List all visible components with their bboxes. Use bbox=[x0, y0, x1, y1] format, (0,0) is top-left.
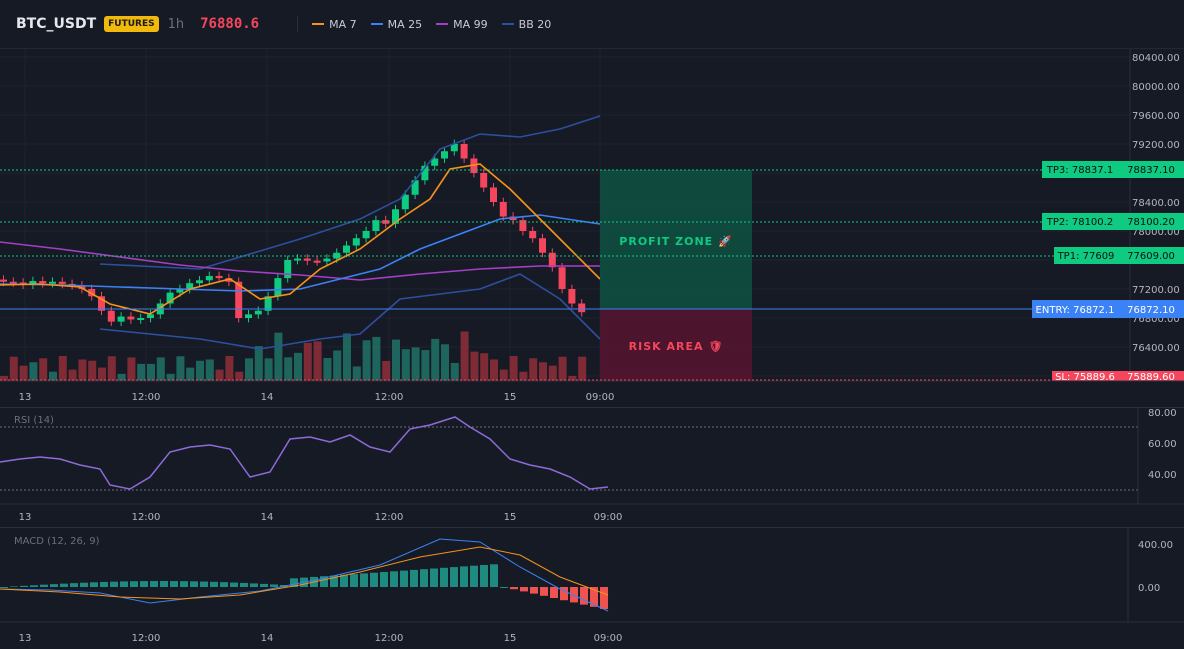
macd-axis-400: 400.00 bbox=[1138, 540, 1173, 551]
svg-text:76872.10: 76872.10 bbox=[1127, 305, 1175, 316]
svg-text:TP3: 78837.1: TP3: 78837.1 bbox=[1046, 165, 1113, 176]
time-axis-tick: 12:00 bbox=[375, 633, 404, 644]
legend-ma25-swatch bbox=[370, 23, 383, 25]
legend-ma25[interactable]: MA 25 bbox=[370, 17, 423, 31]
macd-axis-0: 0.00 bbox=[1138, 583, 1160, 594]
svg-text:78100.20: 78100.20 bbox=[1127, 217, 1175, 228]
time-axis-tick: 13 bbox=[19, 512, 32, 523]
timeframe-selector[interactable]: 1h bbox=[167, 16, 185, 32]
tp2-tag: TP2: 78100.2 78100.20 bbox=[1042, 213, 1184, 230]
price-axis-tick: 80400.00 bbox=[1132, 53, 1180, 64]
tp1-tag: TP1: 77609 77609.00 bbox=[1054, 247, 1184, 264]
macd-time-axis: 13 12:00 14 12:00 15 09:00 bbox=[19, 633, 623, 644]
price-axis-tick: 78400.00 bbox=[1132, 198, 1180, 209]
time-axis-tick: 13 bbox=[19, 633, 32, 644]
candles bbox=[0, 139, 586, 326]
legend-ma25-label: MA 25 bbox=[387, 17, 423, 31]
time-axis-tick: 12:00 bbox=[132, 633, 161, 644]
time-axis-tick: 12:00 bbox=[132, 392, 161, 403]
rsi-axis-80: 80.00 bbox=[1148, 408, 1177, 419]
indicator-lines bbox=[0, 115, 601, 350]
sl-tag: SL: 75889.6 75889.60 bbox=[1052, 371, 1184, 383]
price-grid bbox=[0, 49, 1130, 381]
svg-text:78837.10: 78837.10 bbox=[1127, 165, 1175, 176]
time-axis: 13 12:00 14 12:00 15 09:00 bbox=[19, 392, 615, 403]
legend-bb20-swatch bbox=[501, 23, 514, 25]
time-axis-tick: 09:00 bbox=[594, 633, 623, 644]
time-axis-tick: 12:00 bbox=[375, 512, 404, 523]
svg-text:SL: 75889.6: SL: 75889.6 bbox=[1055, 372, 1115, 383]
rsi-panel[interactable]: 80.00 60.00 40.00 13 12:00 14 12:00 15 09:00 bbox=[0, 407, 1184, 527]
time-axis-tick: 15 bbox=[504, 392, 517, 403]
chart-header: BTC_USDT FUTURES 1h 76880.6 MA 7 MA 25 M… bbox=[0, 0, 1184, 49]
volume-bars bbox=[0, 331, 587, 381]
time-axis-tick: 12:00 bbox=[375, 392, 404, 403]
legend-ma7-swatch bbox=[312, 23, 325, 25]
legend-ma99-swatch bbox=[436, 23, 449, 25]
price-axis-tick: 80000.00 bbox=[1132, 82, 1180, 93]
price-axis-tick: 78000.00 bbox=[1132, 227, 1180, 238]
legend-ma7-label: MA 7 bbox=[329, 17, 357, 31]
legend-bb20-label: BB 20 bbox=[518, 17, 552, 31]
time-axis-tick: 09:00 bbox=[586, 392, 615, 403]
profit-zone bbox=[600, 170, 752, 309]
legend-ma99-label: MA 99 bbox=[453, 17, 488, 31]
svg-text:TP2: 78100.2: TP2: 78100.2 bbox=[1046, 217, 1113, 228]
tp3-tag: TP3: 78837.1 78837.10 bbox=[1042, 161, 1184, 178]
time-axis-tick: 12:00 bbox=[132, 512, 161, 523]
svg-text:ENTRY: 76872.1: ENTRY: 76872.1 bbox=[1036, 305, 1115, 316]
rsi-axis-60: 60.00 bbox=[1148, 439, 1177, 450]
legend-ma7[interactable]: MA 7 bbox=[312, 18, 357, 31]
svg-text:TP1: 77609: TP1: 77609 bbox=[1057, 251, 1115, 262]
rsi-line bbox=[0, 416, 609, 490]
svg-text:77609.00: 77609.00 bbox=[1127, 251, 1175, 262]
profit-zone-label: PROFIT ZONE 🚀 bbox=[619, 235, 732, 248]
rsi-time-axis: 13 12:00 14 12:00 15 09:00 bbox=[19, 512, 623, 523]
rsi-label: RSI (14) bbox=[14, 415, 54, 426]
time-axis-tick: 14 bbox=[261, 633, 274, 644]
header-divider bbox=[297, 16, 299, 32]
macd-signal-line bbox=[0, 546, 609, 600]
price-axis-tick: 79600.00 bbox=[1132, 111, 1180, 122]
time-axis-tick: 14 bbox=[261, 392, 274, 403]
macd-histogram bbox=[0, 564, 608, 609]
risk-zone bbox=[600, 309, 752, 381]
price-axis-tick: 77200.00 bbox=[1132, 285, 1180, 296]
price-axis-tick: 76800.00 bbox=[1132, 314, 1180, 325]
time-axis-tick: 13 bbox=[19, 392, 32, 403]
rsi-axis-40: 40.00 bbox=[1148, 470, 1177, 481]
price-axis-tick: 76400.00 bbox=[1132, 343, 1180, 354]
macd-panel[interactable]: 400.00 0.00 13 12:00 14 12:00 15 09:00 bbox=[0, 527, 1184, 649]
risk-zone-label: RISK AREA 🛡 bbox=[629, 340, 724, 353]
time-axis-tick: 15 bbox=[504, 633, 517, 644]
price-chart[interactable]: PROFIT ZONE 🚀 RISK AREA 🛡 80400.00 80000.… bbox=[0, 49, 1184, 407]
entry-tag: ENTRY: 76872.1 76872.10 bbox=[1032, 300, 1184, 318]
macd-label: MACD (12, 26, 9) bbox=[14, 536, 100, 547]
macd-line bbox=[0, 538, 609, 612]
futures-badge: FUTURES bbox=[104, 16, 159, 32]
time-axis-tick: 14 bbox=[261, 512, 274, 523]
time-axis-tick: 09:00 bbox=[594, 512, 623, 523]
time-axis-tick: 15 bbox=[504, 512, 517, 523]
last-price: 76880.6 bbox=[200, 16, 260, 32]
legend-bb20[interactable]: BB 20 bbox=[501, 17, 552, 31]
price-axis-tick: 79200.00 bbox=[1132, 140, 1180, 151]
svg-text:75889.60: 75889.60 bbox=[1127, 372, 1175, 383]
symbol-title[interactable]: BTC_USDT bbox=[16, 16, 97, 32]
legend-ma99[interactable]: MA 99 bbox=[436, 18, 488, 31]
